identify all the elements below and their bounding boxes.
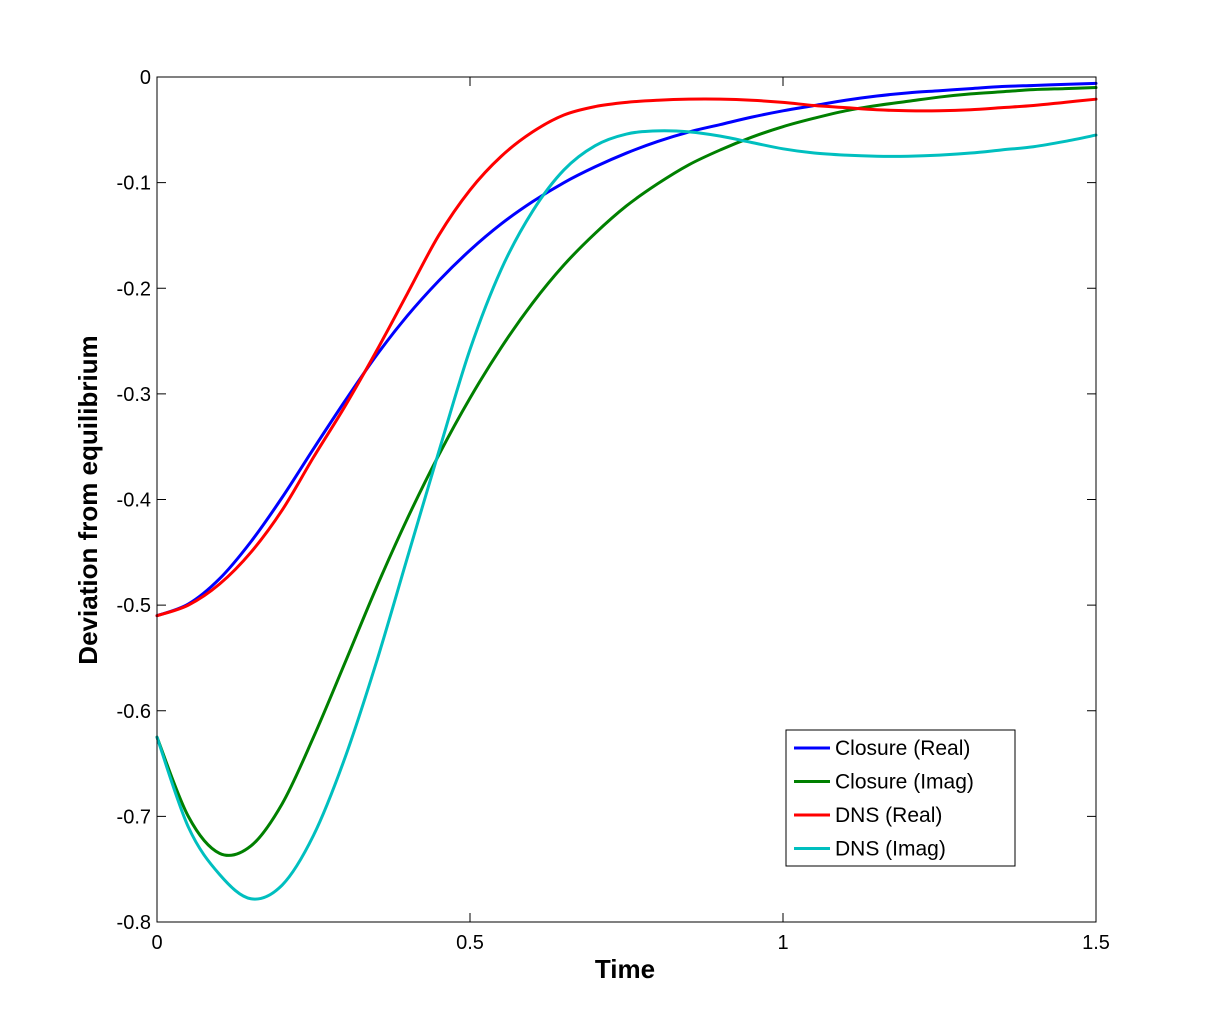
series-layer (155, 81, 1098, 901)
x-axis-title: Time (595, 954, 655, 984)
legend-label-dns-real: DNS (Real) (835, 804, 942, 827)
series-line-dns-real (155, 97, 1098, 618)
series-line-closure-real (155, 81, 1098, 618)
y-tick-label: -0.6 (117, 701, 151, 723)
y-tick-label: 0 (140, 67, 151, 89)
series-line-dns-imag (155, 129, 1098, 901)
legend-label-closure-imag: Closure (Imag) (835, 771, 974, 794)
y-tick-label: -0.4 (117, 490, 151, 512)
x-tick-label: 0 (151, 932, 162, 954)
x-tick-label: 0.5 (456, 932, 484, 954)
y-tick-label: -0.3 (117, 384, 151, 406)
y-axis-title: Deviation from equilibrium (73, 335, 103, 664)
legend-box (785, 729, 1016, 867)
legend: Closure (Real) Closure (Imag) DNS (Real) DN… (785, 729, 1016, 867)
y-tick-label: -0.2 (117, 278, 151, 300)
legend-label-closure-real: Closure (Real) (835, 737, 970, 760)
x-tick-label: 1.5 (1082, 932, 1110, 954)
series-line-closure-imag (155, 86, 1098, 857)
y-tick-label: -0.5 (117, 595, 151, 617)
legend-label-dns-imag: DNS (Imag) (835, 838, 946, 861)
y-tick-label: -0.7 (117, 806, 151, 828)
plot-frame (156, 76, 1097, 923)
x-tick-label: 1 (777, 932, 788, 954)
y-tick-label: -0.1 (117, 173, 151, 195)
y-tick-label: -0.8 (117, 912, 151, 934)
